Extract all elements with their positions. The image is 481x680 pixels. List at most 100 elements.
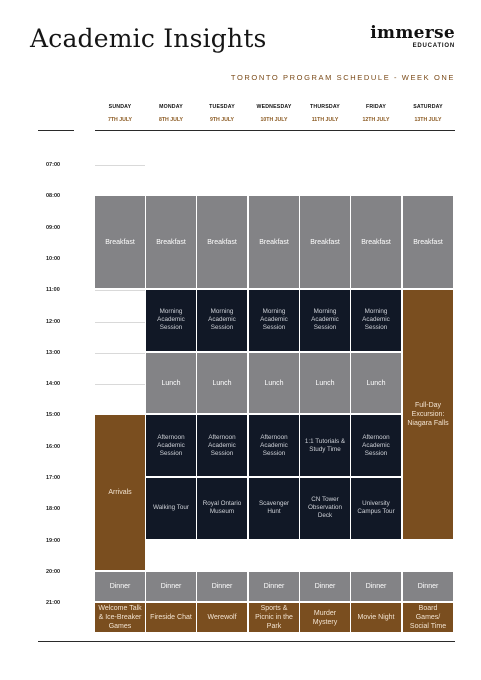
day-header-thursday: THURSDAY 11TH JULY xyxy=(300,104,350,123)
time-label: 11:00 xyxy=(46,287,60,294)
schedule-block: Lunch xyxy=(300,352,350,414)
day-header-sunday: SUNDAY 7TH JULY xyxy=(95,104,145,123)
page-title: Academic Insights xyxy=(30,24,267,53)
day-header-saturday: SATURDAY 13TH JULY xyxy=(403,104,453,123)
time-label: 19:00 xyxy=(46,537,61,544)
time-label: 12:00 xyxy=(46,318,61,325)
schedule-block-label: Board Games/ Social Time xyxy=(409,605,447,631)
schedule-block: University Campus Tour xyxy=(351,478,401,539)
day-date: 12TH JULY xyxy=(362,117,390,123)
schedule-block-label: Afternoon Academic Session xyxy=(260,433,288,457)
schedule-block: Morning Academic Session xyxy=(197,290,247,351)
schedule-block: Dinner xyxy=(403,571,453,602)
schedule-block: Breakfast xyxy=(95,196,145,289)
schedule-block-label: Dinner xyxy=(211,583,233,591)
schedule-block: Breakfast xyxy=(197,196,247,289)
schedule-block: Dinner xyxy=(95,571,145,602)
schedule-block-label: Morning Academic Session xyxy=(157,308,185,332)
schedule-block: Afternoon Academic Session xyxy=(146,415,196,476)
schedule-block-label: Breakfast xyxy=(361,238,391,246)
schedule-block: Breakfast xyxy=(300,196,350,289)
day-header-monday: MONDAY 8TH JULY xyxy=(146,104,196,123)
schedule-block: CN Tower Observation Deck xyxy=(300,478,350,539)
day-header-wednesday: WEDNESDAY 10TH JULY xyxy=(249,104,299,123)
schedule-block-label: Breakfast xyxy=(413,238,443,246)
hour-gridline xyxy=(95,321,145,323)
schedule-block: Breakfast xyxy=(351,196,401,289)
schedule-block-label: Lunch xyxy=(161,379,181,387)
schedule-block-label: Murder Mystery xyxy=(312,609,338,626)
day-date: 9TH JULY xyxy=(209,117,235,123)
schedule-block-label: Welcome Talk & Ice-Breaker Games xyxy=(98,605,142,631)
schedule-block: Lunch xyxy=(249,352,299,414)
logo-subtext: EDUCATION xyxy=(412,43,455,49)
day-name: WEDNESDAY xyxy=(256,104,292,110)
schedule-block-label: Dinner xyxy=(160,583,182,591)
hour-gridline xyxy=(95,165,145,166)
day-name: THURSDAY xyxy=(310,104,340,110)
schedule-block: Movie Night xyxy=(351,603,401,633)
schedule-block: Scavenger Hunt xyxy=(249,478,299,539)
schedule-block-label: Dinner xyxy=(417,583,439,591)
schedule-block: Dinner xyxy=(300,571,350,602)
header-divider xyxy=(95,130,455,131)
schedule-block-label: Lunch xyxy=(366,379,386,387)
schedule-block: Full-Day Excursion: Niagara Falls xyxy=(403,290,453,539)
schedule-block-label: Royal Ontario Museum xyxy=(202,500,242,516)
schedule-block-label: 1:1 Tutorials & Study Time xyxy=(304,437,346,453)
schedule-block: Afternoon Academic Session xyxy=(351,415,401,476)
day-date: 7TH JULY xyxy=(107,117,133,123)
time-label: 18:00 xyxy=(46,506,61,513)
footer-divider xyxy=(38,641,455,642)
schedule-block-label: Breakfast xyxy=(207,238,237,246)
schedule-block: Afternoon Academic Session xyxy=(249,415,299,476)
schedule-block: Arrivals xyxy=(95,415,145,570)
schedule-block: Morning Academic Session xyxy=(146,290,196,351)
schedule-block: Murder Mystery xyxy=(300,603,350,633)
hour-gridline xyxy=(95,290,145,292)
schedule-block-label: Morning Academic Session xyxy=(311,308,339,332)
schedule-block-label: Lunch xyxy=(315,379,335,387)
schedule-block-label: Dinner xyxy=(109,583,131,591)
logo-wordmark: immerse xyxy=(370,23,455,43)
schedule-block-label: Werewolf xyxy=(207,614,237,622)
time-label: 13:00 xyxy=(46,349,61,356)
time-label: 17:00 xyxy=(46,475,61,481)
day-header-tuesday: TUESDAY 9TH JULY xyxy=(197,104,247,123)
schedule-block-label: Morning Academic Session xyxy=(260,308,288,332)
schedule-block: Dinner xyxy=(197,571,247,602)
schedule-block-label: Fireside Chat xyxy=(150,614,192,622)
schedule-block: Breakfast xyxy=(403,196,453,289)
schedule-block-label: Sports & Picnic in the Park xyxy=(255,605,293,631)
time-label: 07:00 xyxy=(46,162,61,168)
schedule-block-label: Dinner xyxy=(314,583,336,591)
schedule-block-label: Dinner xyxy=(365,583,387,591)
schedule-block-label: Breakfast xyxy=(310,238,340,246)
schedule-block-label: Afternoon Academic Session xyxy=(362,433,390,457)
schedule-block: Dinner xyxy=(351,571,401,602)
schedule-block-label: Lunch xyxy=(212,379,232,387)
day-date: 13TH JULY xyxy=(414,117,442,123)
schedule-block: Board Games/ Social Time xyxy=(403,603,453,633)
schedule-block: Morning Academic Session xyxy=(249,290,299,351)
schedule-block: Lunch xyxy=(146,352,196,414)
schedule-block: Sports & Picnic in the Park xyxy=(249,603,299,633)
day-header-friday: FRIDAY 12TH JULY xyxy=(351,104,401,123)
schedule-block: Lunch xyxy=(197,352,247,414)
schedule-block: Royal Ontario Museum xyxy=(197,478,247,539)
schedule-block-label: Afternoon Academic Session xyxy=(208,433,236,457)
day-name: SATURDAY xyxy=(413,104,443,110)
schedule-block: Dinner xyxy=(146,571,196,602)
schedule-block-label: Breakfast xyxy=(259,238,289,246)
schedule-block-label: Dinner xyxy=(263,583,285,591)
schedule-block: Fireside Chat xyxy=(146,603,196,633)
schedule-block-label: Lunch xyxy=(264,379,284,387)
schedule-block-label: University Campus Tour xyxy=(357,500,395,516)
schedule-block-label: Breakfast xyxy=(156,238,186,246)
day-name: FRIDAY xyxy=(365,104,387,110)
brand-logo: immerse EDUCATION xyxy=(370,23,455,50)
time-label: 16:00 xyxy=(46,443,61,450)
time-label: 08:00 xyxy=(46,193,61,200)
schedule-block: Dinner xyxy=(249,571,299,602)
day-date: 11TH JULY xyxy=(311,117,339,123)
